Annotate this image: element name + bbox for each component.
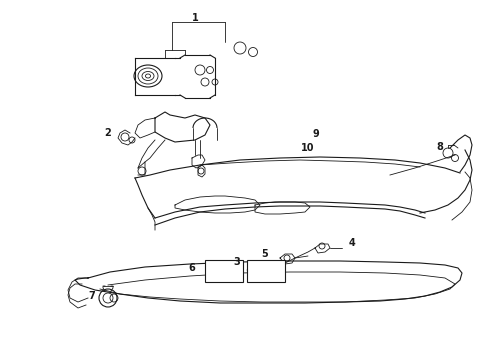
Text: 5: 5 <box>262 249 269 259</box>
Text: 7: 7 <box>89 291 96 301</box>
Text: 10: 10 <box>301 143 315 153</box>
Text: 2: 2 <box>105 128 111 138</box>
Text: 4: 4 <box>348 238 355 248</box>
Text: 3: 3 <box>234 257 241 267</box>
Text: 1: 1 <box>192 13 198 23</box>
Text: 8: 8 <box>437 142 443 152</box>
Text: 6: 6 <box>189 263 196 273</box>
FancyBboxPatch shape <box>247 260 285 282</box>
FancyBboxPatch shape <box>205 260 243 282</box>
Text: 9: 9 <box>313 129 319 139</box>
